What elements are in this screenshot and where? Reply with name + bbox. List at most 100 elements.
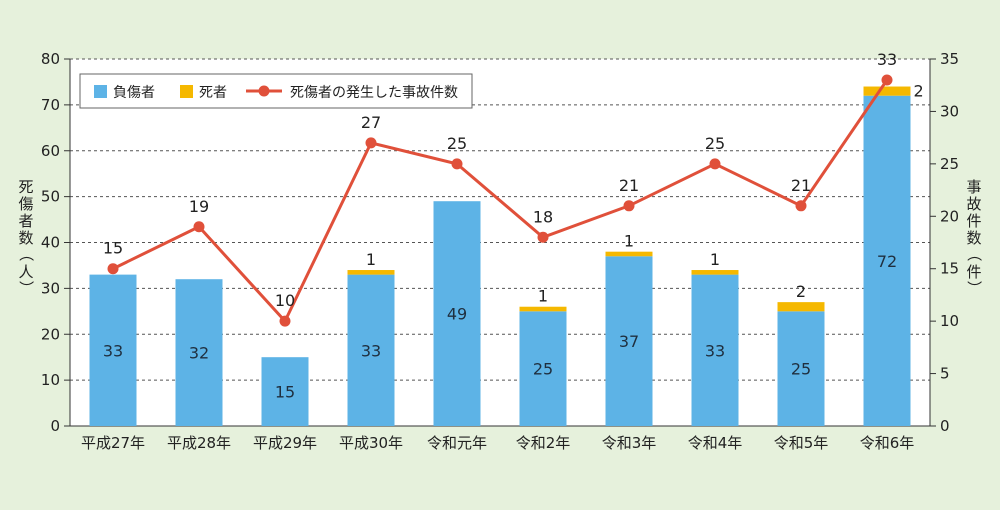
injured-value-label: 15 xyxy=(275,383,295,402)
accidents-value-label: 18 xyxy=(533,207,553,226)
accidents-point xyxy=(193,221,205,233)
y-axis-left-label-char: 者 xyxy=(18,212,33,230)
left-tick-label: 0 xyxy=(50,417,60,435)
legend-marker xyxy=(258,85,270,97)
dead-value-label: 1 xyxy=(624,232,634,251)
dead-value-label: 2 xyxy=(914,82,924,101)
accidents-point xyxy=(881,74,893,86)
x-tick-label: 令和6年 xyxy=(860,434,915,452)
right-tick-label: 25 xyxy=(940,155,959,173)
bar-dead xyxy=(863,86,911,96)
accidents-point xyxy=(795,200,807,212)
y-axis-right-label-char: 故 xyxy=(966,195,981,213)
y-axis-left-label-char: 数 xyxy=(18,229,33,247)
bar-dead xyxy=(347,270,395,275)
y-axis-right-label-char: 件 xyxy=(966,212,981,230)
bar-dead xyxy=(519,306,567,312)
x-tick-label: 平成29年 xyxy=(253,434,317,452)
injured-value-label: 33 xyxy=(103,341,123,360)
dead-value-label: 1 xyxy=(710,250,720,269)
right-tick-label: 35 xyxy=(940,50,959,68)
x-tick-label: 平成27年 xyxy=(81,434,145,452)
x-tick-label: 令和4年 xyxy=(688,434,743,452)
x-tick-label: 平成28年 xyxy=(167,434,231,452)
bar-dead xyxy=(691,270,739,275)
bar-dead xyxy=(605,251,653,257)
bar-injured xyxy=(863,95,911,426)
accidents-value-label: 21 xyxy=(791,176,811,195)
accidents-value-label: 25 xyxy=(447,134,467,153)
right-tick-label: 30 xyxy=(940,102,959,120)
bar-injured xyxy=(777,311,825,426)
accidents-point xyxy=(709,158,721,170)
accidents-value-label: 15 xyxy=(103,239,123,258)
y-axis-right-label: 事故件数（件） xyxy=(965,178,983,296)
accidents-point xyxy=(623,200,635,212)
injured-value-label: 72 xyxy=(877,252,897,271)
bar-dead xyxy=(777,302,825,312)
bar-injured xyxy=(347,274,395,426)
legend-label-injured: 負傷者 xyxy=(113,85,155,101)
right-tick-label: 5 xyxy=(940,365,950,383)
injured-value-label: 33 xyxy=(705,341,725,360)
injured-value-label: 33 xyxy=(361,341,381,360)
x-tick-label: 令和2年 xyxy=(516,434,571,452)
accidents-point xyxy=(365,137,377,149)
y-axis-left-label-char: 死 xyxy=(18,178,33,196)
bar-injured xyxy=(433,201,481,426)
y-axis-right-label-char: ） xyxy=(965,280,983,295)
legend-swatch-injured xyxy=(94,85,107,98)
left-tick-label: 20 xyxy=(41,325,60,343)
left-tick-label: 40 xyxy=(41,234,60,252)
left-tick-label: 60 xyxy=(41,142,60,160)
bar-injured xyxy=(519,311,567,426)
y-axis-right-label-char: 数 xyxy=(966,229,981,247)
y-axis-right-label-char: （ xyxy=(965,246,983,261)
accidents-value-label: 25 xyxy=(705,134,725,153)
legend-label-accidents: 死傷者の発生した事故件数 xyxy=(290,85,458,101)
dead-value-label: 1 xyxy=(538,287,548,306)
right-tick-label: 0 xyxy=(940,417,950,435)
left-tick-label: 70 xyxy=(41,96,60,114)
y-axis-right-label-char: 件 xyxy=(966,263,981,281)
legend-label-dead: 死者 xyxy=(199,85,227,101)
right-tick-label: 15 xyxy=(940,260,959,278)
accidents-line xyxy=(112,79,889,324)
bar-injured xyxy=(175,279,223,426)
bar-injured xyxy=(89,274,137,426)
right-tick-label: 10 xyxy=(940,312,959,330)
y-axis-left-label-char: 人 xyxy=(18,263,33,281)
accidents-point xyxy=(537,231,549,243)
left-tick-label: 10 xyxy=(41,371,60,389)
accidents-value-label: 10 xyxy=(275,291,295,310)
bar-injured xyxy=(261,357,309,426)
accidents-value-label: 19 xyxy=(189,197,209,216)
legend-swatch-dead xyxy=(180,85,193,98)
accidents-value-label: 27 xyxy=(361,113,381,132)
bar-injured xyxy=(691,274,739,426)
accidents-value-label: 33 xyxy=(877,50,897,69)
y-axis-left-label-char: ） xyxy=(17,280,35,295)
accidents-point xyxy=(279,315,291,327)
injured-value-label: 49 xyxy=(447,305,467,324)
y-axis-left-label-char: （ xyxy=(17,246,35,261)
x-tick-label: 令和5年 xyxy=(774,434,829,452)
right-tick-label: 20 xyxy=(940,207,959,225)
x-tick-label: 令和3年 xyxy=(602,434,657,452)
x-tick-label: 平成30年 xyxy=(339,434,403,452)
accidents-value-label: 21 xyxy=(619,176,639,195)
left-tick-label: 50 xyxy=(41,188,60,206)
dead-value-label: 1 xyxy=(366,250,376,269)
injured-value-label: 25 xyxy=(533,360,553,379)
y-axis-right-label-char: 事 xyxy=(966,178,981,196)
accidents-point xyxy=(107,263,119,275)
injured-value-label: 25 xyxy=(791,360,811,379)
dead-value-label: 2 xyxy=(796,282,806,301)
accidents-point xyxy=(451,158,463,170)
injured-value-label: 32 xyxy=(189,344,209,363)
x-tick-label: 令和元年 xyxy=(427,434,487,452)
y-axis-left-label-char: 傷 xyxy=(18,195,33,213)
